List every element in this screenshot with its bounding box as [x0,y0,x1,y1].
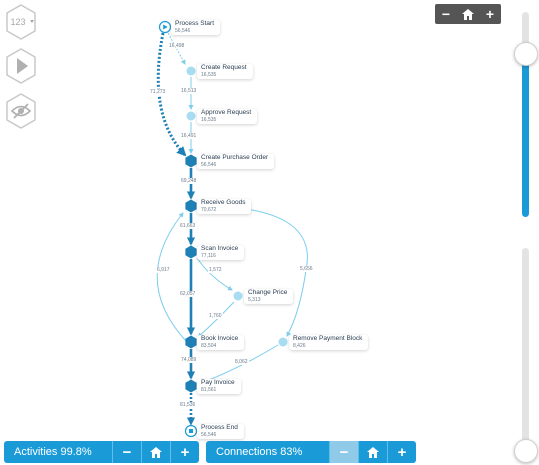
node-name: Create Purchase Order [201,154,269,161]
edge-scan_invoice-to-change_price[interactable] [196,257,233,291]
numbers-dropdown-button[interactable]: 123 [4,3,38,41]
edge-label: 1,572 [208,267,223,273]
node-card-start[interactable]: Process Start 56,546 [171,20,221,35]
activities-home-button[interactable] [141,441,170,463]
node-name: Process End [201,424,238,431]
node-card-approve-request[interactable]: Approve Request 16,535 [197,109,258,124]
counter-label: 123 [10,17,25,27]
home-icon [367,446,379,458]
node-name: Pay Invoice [201,379,235,386]
node-count: 83,504 [201,342,217,349]
node-count: 16,535 [201,116,217,123]
edge-label: 81,536 [179,402,197,408]
hexagon-frame: 123 [6,4,36,40]
connections-slider[interactable] [514,248,538,463]
edge-label: 61,663 [179,223,197,229]
node-card-create-po[interactable]: Create Purchase Order 56,546 [197,154,275,169]
node-card-create-request[interactable]: Create Request 16,535 [197,64,253,79]
node-end[interactable] [184,424,198,438]
edge-label: 74,089 [180,357,198,363]
node-count: 16,535 [201,71,217,78]
node-create-request[interactable] [186,66,196,76]
node-count: 5,313 [248,296,261,303]
home-icon [150,446,162,458]
edge-label: 16,513 [180,88,198,94]
node-create-po[interactable] [185,154,197,168]
edge-label: 8,062 [234,359,249,365]
node-count: 77,116 [201,252,216,259]
connections-label: Connections 83% [206,441,329,463]
node-count: 8,426 [293,342,306,349]
node-card-pay-invoice[interactable]: Pay Invoice 81,561 [197,379,241,394]
zoom-controls: − + [435,4,501,24]
activities-minus-button[interactable]: − [112,441,141,463]
node-name: Scan Invoice [201,245,239,252]
edge-change_price-to-book_invoice[interactable] [197,301,235,338]
node-receive-goods[interactable] [185,199,197,213]
play-icon [6,48,36,84]
node-count: 81,561 [201,386,217,393]
node-card-end[interactable]: Process End 56,546 [197,424,244,439]
node-name: Book Invoice [201,335,239,342]
node-name: Receive Goods [201,199,246,206]
edge-start-to-create_po[interactable] [156,32,187,157]
edge-label: 71,273 [149,89,167,95]
node-name: Approve Request [201,109,252,116]
activities-label: Activities 99.8% [4,441,112,463]
edge-label: 5,656 [299,266,314,272]
zoom-in-button[interactable]: + [485,6,495,22]
node-count: 56,546 [201,431,217,438]
node-remove-block[interactable] [278,337,288,347]
node-pay-invoice[interactable] [185,379,197,393]
node-name: Change Price [248,289,288,296]
node-book-invoice[interactable] [185,335,197,349]
edge-label: 6,917 [156,267,171,273]
connections-slider-knob[interactable] [514,439,538,463]
activities-plus-button[interactable]: + [170,441,199,463]
activities-slider-knob[interactable] [514,42,538,66]
node-approve-request[interactable] [186,111,196,121]
play-button[interactable] [4,47,38,85]
node-card-receive-goods[interactable]: Receive Goods 70,672 [197,199,252,214]
node-card-remove-block[interactable]: Remove Payment Block 8,426 [289,335,369,350]
edge-label: 16,491 [180,133,198,139]
node-change-price[interactable] [233,291,243,301]
edge-label: 69,248 [180,178,198,184]
connections-minus-button[interactable]: − [329,441,358,463]
activities-slider[interactable] [514,12,538,217]
chevron-down-icon [30,20,34,23]
edge-label: 16,498 [168,43,186,49]
activities-slider-fill [522,53,529,217]
node-name: Create Request [201,64,247,71]
node-card-change-price[interactable]: Change Price 5,313 [244,289,294,304]
activities-bar: Activities 99.8% − + [4,441,199,463]
node-card-scan-invoice[interactable]: Scan Invoice 77,116 [197,245,245,260]
node-count: 70,672 [201,206,217,213]
node-name: Process Start [175,20,215,27]
node-card-book-invoice[interactable]: Book Invoice 83,504 [197,335,245,350]
edge-label: 62,057 [179,291,197,297]
edge-book_invoice-to-receive_goods[interactable] [156,212,187,342]
edge-label: 1,760 [208,313,223,319]
node-scan-invoice[interactable] [185,245,197,259]
node-layer [158,20,288,438]
connections-bar: Connections 83% − + [206,441,416,463]
visibility-toggle-button[interactable] [4,92,38,130]
connections-plus-button[interactable]: + [387,441,416,463]
node-name: Remove Payment Block [293,335,363,342]
node-start[interactable] [158,20,172,34]
eye-hidden-icon [6,93,36,129]
zoom-out-button[interactable]: − [441,6,451,22]
zoom-reset-button[interactable] [457,4,479,24]
connections-home-button[interactable] [358,441,387,463]
home-icon [462,8,474,20]
node-count: 56,546 [175,27,191,34]
node-count: 56,546 [201,161,217,168]
